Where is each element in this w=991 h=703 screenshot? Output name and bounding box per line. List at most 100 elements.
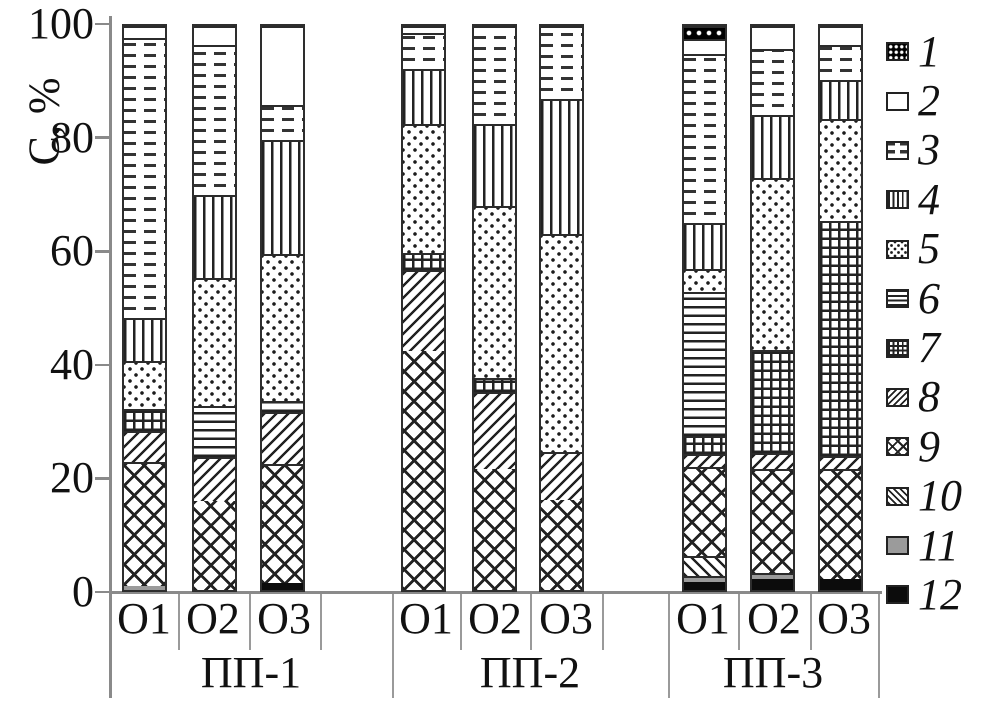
bar-segment-series-4: [124, 318, 165, 362]
bar-segment-series-4: [752, 114, 793, 179]
legend-label: 10: [918, 471, 962, 521]
bar-segment-series-4: [820, 80, 861, 120]
legend-label: 11: [918, 520, 959, 570]
bar-segment-series-5: [541, 233, 582, 452]
bar-ПП-2-О2: [472, 24, 517, 592]
bar-segment-series-9: [262, 463, 303, 584]
bar-segment-series-5: [752, 178, 793, 350]
bar-ПП-2-О1: [401, 24, 446, 592]
bar-segment-series-8: [752, 452, 793, 469]
bar-segment-series-9: [752, 468, 793, 574]
legend-label: 1: [918, 26, 940, 76]
legend-swatch-vertical-lines: [886, 190, 909, 210]
bar-segment-series-11: [684, 575, 725, 583]
bar-segment-series-2: [752, 26, 793, 50]
y-tick-mark: [95, 22, 110, 26]
bar-label-separator: [530, 594, 532, 650]
legend-swatch-horizontal-dashes: [886, 140, 909, 160]
legend-item-2: 2: [886, 76, 990, 125]
bar-segment-series-12: [820, 578, 861, 590]
bar-segment-series-2: [194, 26, 235, 46]
legend-item-1: 1: [886, 27, 990, 76]
bar-segment-series-3: [474, 26, 515, 125]
bar-segment-series-5: [403, 124, 444, 254]
legend-label: 6: [918, 273, 940, 323]
group-label-separator: [878, 594, 880, 698]
bar-ПП-1-О3: [260, 24, 305, 592]
bar-segment-series-8: [474, 392, 515, 469]
bar-label-ПП-2-О1: О1: [399, 594, 453, 643]
bar-segment-series-8: [262, 411, 303, 464]
y-tick-mark: [95, 250, 110, 253]
legend-item-3: 3: [886, 126, 990, 175]
legend-swatch-diamond-crosshatch: [886, 437, 909, 457]
bar-segment-series-8: [194, 456, 235, 502]
legend-swatch-black-with-white-dots: [886, 42, 909, 62]
bar-segment-series-6: [262, 401, 303, 412]
bar-segment-series-6: [194, 406, 235, 457]
bar-label-ПП-3-О2: О2: [747, 594, 801, 643]
y-axis-line: [109, 16, 112, 698]
group-label-ПП-2: ПП-2: [479, 648, 581, 697]
legend-label: 5: [918, 224, 940, 274]
group-label-ПП-3: ПП-3: [722, 648, 824, 697]
bar-segment-series-8: [820, 456, 861, 470]
bar-segment-series-3: [403, 32, 444, 70]
bar-segment-series-12: [752, 579, 793, 590]
bar-label-separator: [602, 594, 604, 650]
bar-segment-series-3: [124, 37, 165, 319]
bar-segment-series-7: [403, 253, 444, 271]
bar-segment-series-4: [403, 69, 444, 125]
bar-label-separator: [738, 594, 740, 650]
y-tick-label: 100: [28, 0, 94, 48]
bar-label-separator: [178, 594, 180, 650]
bar-label-separator: [320, 594, 322, 650]
bar-segment-series-3: [262, 105, 303, 140]
bar-segment-series-2: [124, 26, 165, 38]
legend: 1 2 3 4 5 6 7 8 9 10 11 12: [886, 27, 990, 620]
legend-item-10: 10: [886, 472, 990, 521]
bar-segment-series-8: [124, 430, 165, 462]
legend-swatch-diagonal-lines-down: [886, 486, 909, 506]
bar-ПП-1-О1: [122, 24, 167, 592]
bar-label-ПП-1-О1: О1: [117, 594, 171, 643]
bar-segment-series-4: [541, 99, 582, 234]
x-axis-line: [109, 591, 882, 594]
bar-segment-series-9: [820, 469, 861, 579]
bar-segment-series-9: [124, 461, 165, 587]
group-label-ПП-1: ПП-1: [200, 648, 302, 697]
bar-ПП-3-О1: [682, 24, 727, 592]
bar-label-ПП-1-О2: О2: [186, 594, 240, 643]
bar-segment-series-2: [820, 26, 861, 45]
legend-label: 8: [918, 372, 940, 422]
bar-segment-series-8: [541, 451, 582, 500]
bar-segment-series-8: [684, 454, 725, 468]
legend-label: 4: [918, 174, 940, 224]
bar-segment-series-5: [820, 119, 861, 222]
legend-swatch-solid-gray: [886, 536, 909, 556]
legend-swatch-horizontal-lines: [886, 289, 909, 309]
bar-segment-series-2: [403, 26, 444, 33]
bar-ПП-2-О3: [539, 24, 584, 592]
bar-label-ПП-2-О3: О3: [539, 594, 593, 643]
bar-segment-series-9: [684, 467, 725, 557]
bar-segment-series-3: [541, 26, 582, 100]
legend-swatch-diagonal-lines-up: [886, 387, 909, 407]
legend-item-4: 4: [886, 175, 990, 224]
bar-segment-series-4: [262, 139, 303, 255]
bar-segment-series-3: [820, 44, 861, 81]
legend-swatch-sparse-dots: [886, 239, 909, 259]
bar-segment-series-8: [403, 270, 444, 352]
y-tick-label: 80: [50, 112, 94, 162]
legend-label: 9: [918, 421, 940, 471]
y-tick-label: 40: [50, 339, 94, 389]
bar-segment-series-5: [124, 361, 165, 409]
bar-segment-series-7: [124, 408, 165, 431]
legend-label: 3: [918, 125, 940, 175]
bar-segment-series-9: [474, 468, 515, 590]
bar-label-ПП-3-О1: О1: [676, 594, 730, 643]
bar-segment-series-5: [474, 205, 515, 378]
legend-item-5: 5: [886, 225, 990, 274]
legend-item-6: 6: [886, 274, 990, 323]
bar-segment-series-6: [684, 292, 725, 437]
